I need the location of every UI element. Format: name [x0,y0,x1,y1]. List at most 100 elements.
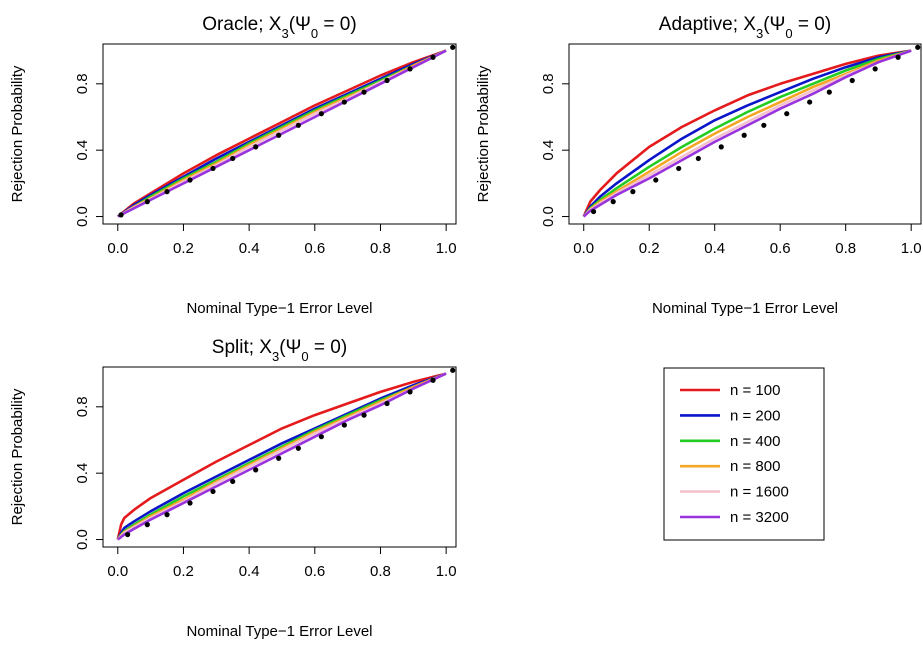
chart-title: Split; X3(Ψ0 = 0) [212,337,347,364]
reference-point [407,66,413,72]
title-part-6: ) [350,14,356,35]
reference-point [761,122,767,128]
y-tick-label: 0.4 [74,140,91,161]
title-part-1: 3 [281,26,288,41]
x-tick-label: 1.0 [436,563,457,580]
title-part-2: ( [279,337,286,358]
x-tick-label: 0.8 [370,240,391,257]
reference-point [276,455,282,461]
y-tick-label: 0.4 [540,140,557,161]
reference-point [872,66,878,72]
x-axis-label: Nominal Type−1 Error Level [186,623,372,640]
title-part-6: ) [825,14,831,35]
x-axis-label: Nominal Type−1 Error Level [186,300,372,317]
title-part-3: Ψ [295,14,311,35]
series-line-2 [116,372,447,541]
series-line-2 [582,49,912,218]
title-part-5: = 0 [318,14,350,35]
x-tick-label: 0.2 [173,240,194,257]
series-group [116,372,447,541]
x-tick-label: 0.6 [304,240,325,257]
x-tick-label: 0.0 [107,563,128,580]
title-part-4: 0 [785,26,792,41]
reference-point [341,99,347,105]
y-tick-label: 0.0 [74,529,91,550]
reference-point [895,54,901,60]
panel-2: Adaptive; X3(Ψ0 = 0) 0.0 0.2 0.4 0.6 0.8 1.0 0.… [475,14,922,317]
y-axis-label: Rejection Probability [9,65,26,202]
reference-point [187,500,193,506]
y-tick-label: 0.8 [74,396,91,417]
reference-point [276,132,282,138]
reference-point [118,212,124,218]
y-axis-label: Rejection Probability [9,388,26,525]
reference-point [144,522,150,528]
legend-entry: n = 400 [730,433,780,450]
series-line-1 [116,49,447,218]
reference-point [384,77,390,84]
reference-point [164,189,170,195]
reference-point [630,189,636,195]
chart-title: Adaptive; X3(Ψ0 = 0) [659,14,831,41]
x-tick-label: 0.2 [173,563,194,580]
title-part-6: ) [341,337,347,358]
reference-point [849,77,855,84]
legend-entry: n = 100 [730,382,780,399]
series-line-2 [117,49,447,218]
title-part-0: Adaptive; X [659,14,756,35]
series-line-4 [582,49,912,218]
x-tick-label: 0.0 [573,240,594,257]
reference-point [125,531,131,538]
x-tick-label: 0.8 [370,563,391,580]
reference-point [915,44,921,50]
panel-1: Oracle; X3(Ψ0 = 0) 0.0 0.2 0.4 0.6 0.8 1.0 0.0 0… [9,14,457,317]
panel-3: Split; X3(Ψ0 = 0) 0.0 0.2 0.4 0.6 0.8 1.0 0.0 0.… [9,337,457,640]
y-tick-label: 0.8 [540,73,557,94]
reference-point [164,512,170,518]
title-part-4: 0 [311,26,318,41]
reference-point [695,155,701,162]
reference-point [430,54,436,60]
reference-point [230,155,236,162]
reference-point [784,111,790,117]
plot-frame [102,43,457,225]
reference-point [610,199,616,205]
title-part-0: Split; X [212,337,273,358]
title-part-5: = 0 [793,14,825,35]
x-tick-label: 0.4 [704,240,725,257]
x-tick-label: 1.0 [436,240,457,257]
reference-point [590,208,597,215]
series-line-1 [116,372,447,540]
chart-title: Oracle; X3(Ψ0 = 0) [202,14,356,41]
legend-entry: n = 200 [730,407,780,424]
reference-point [807,99,813,105]
reference-point [318,434,324,440]
reference-point [450,44,456,50]
title-part-3: Ψ [770,14,786,35]
series-group [582,49,912,218]
title-part-2: ( [763,14,770,35]
reference-point [210,488,216,495]
series-line-3 [582,49,912,218]
reference-point [361,89,367,95]
reference-point [826,89,832,95]
reference-point [676,165,682,172]
reference-point [407,389,413,395]
reference-point [253,144,259,150]
reference-point [653,177,659,183]
title-part-0: Oracle; X [202,14,282,35]
reference-point [718,144,724,150]
y-tick-label: 0.0 [74,206,91,227]
legend: n = 100 n = 200 n = 400 n = 800 n = 1600 n = … [663,367,825,541]
series-line-6 [582,49,912,218]
x-tick-label: 0.4 [239,240,260,257]
reference-point [295,445,301,451]
x-axis-label: Nominal Type−1 Error Level [652,300,838,317]
x-tick-label: 0.8 [835,240,856,257]
reference-point [450,367,456,373]
x-tick-label: 0.4 [239,563,260,580]
reference-point [384,400,390,407]
reference-point [187,177,193,183]
title-part-5: = 0 [309,337,341,358]
